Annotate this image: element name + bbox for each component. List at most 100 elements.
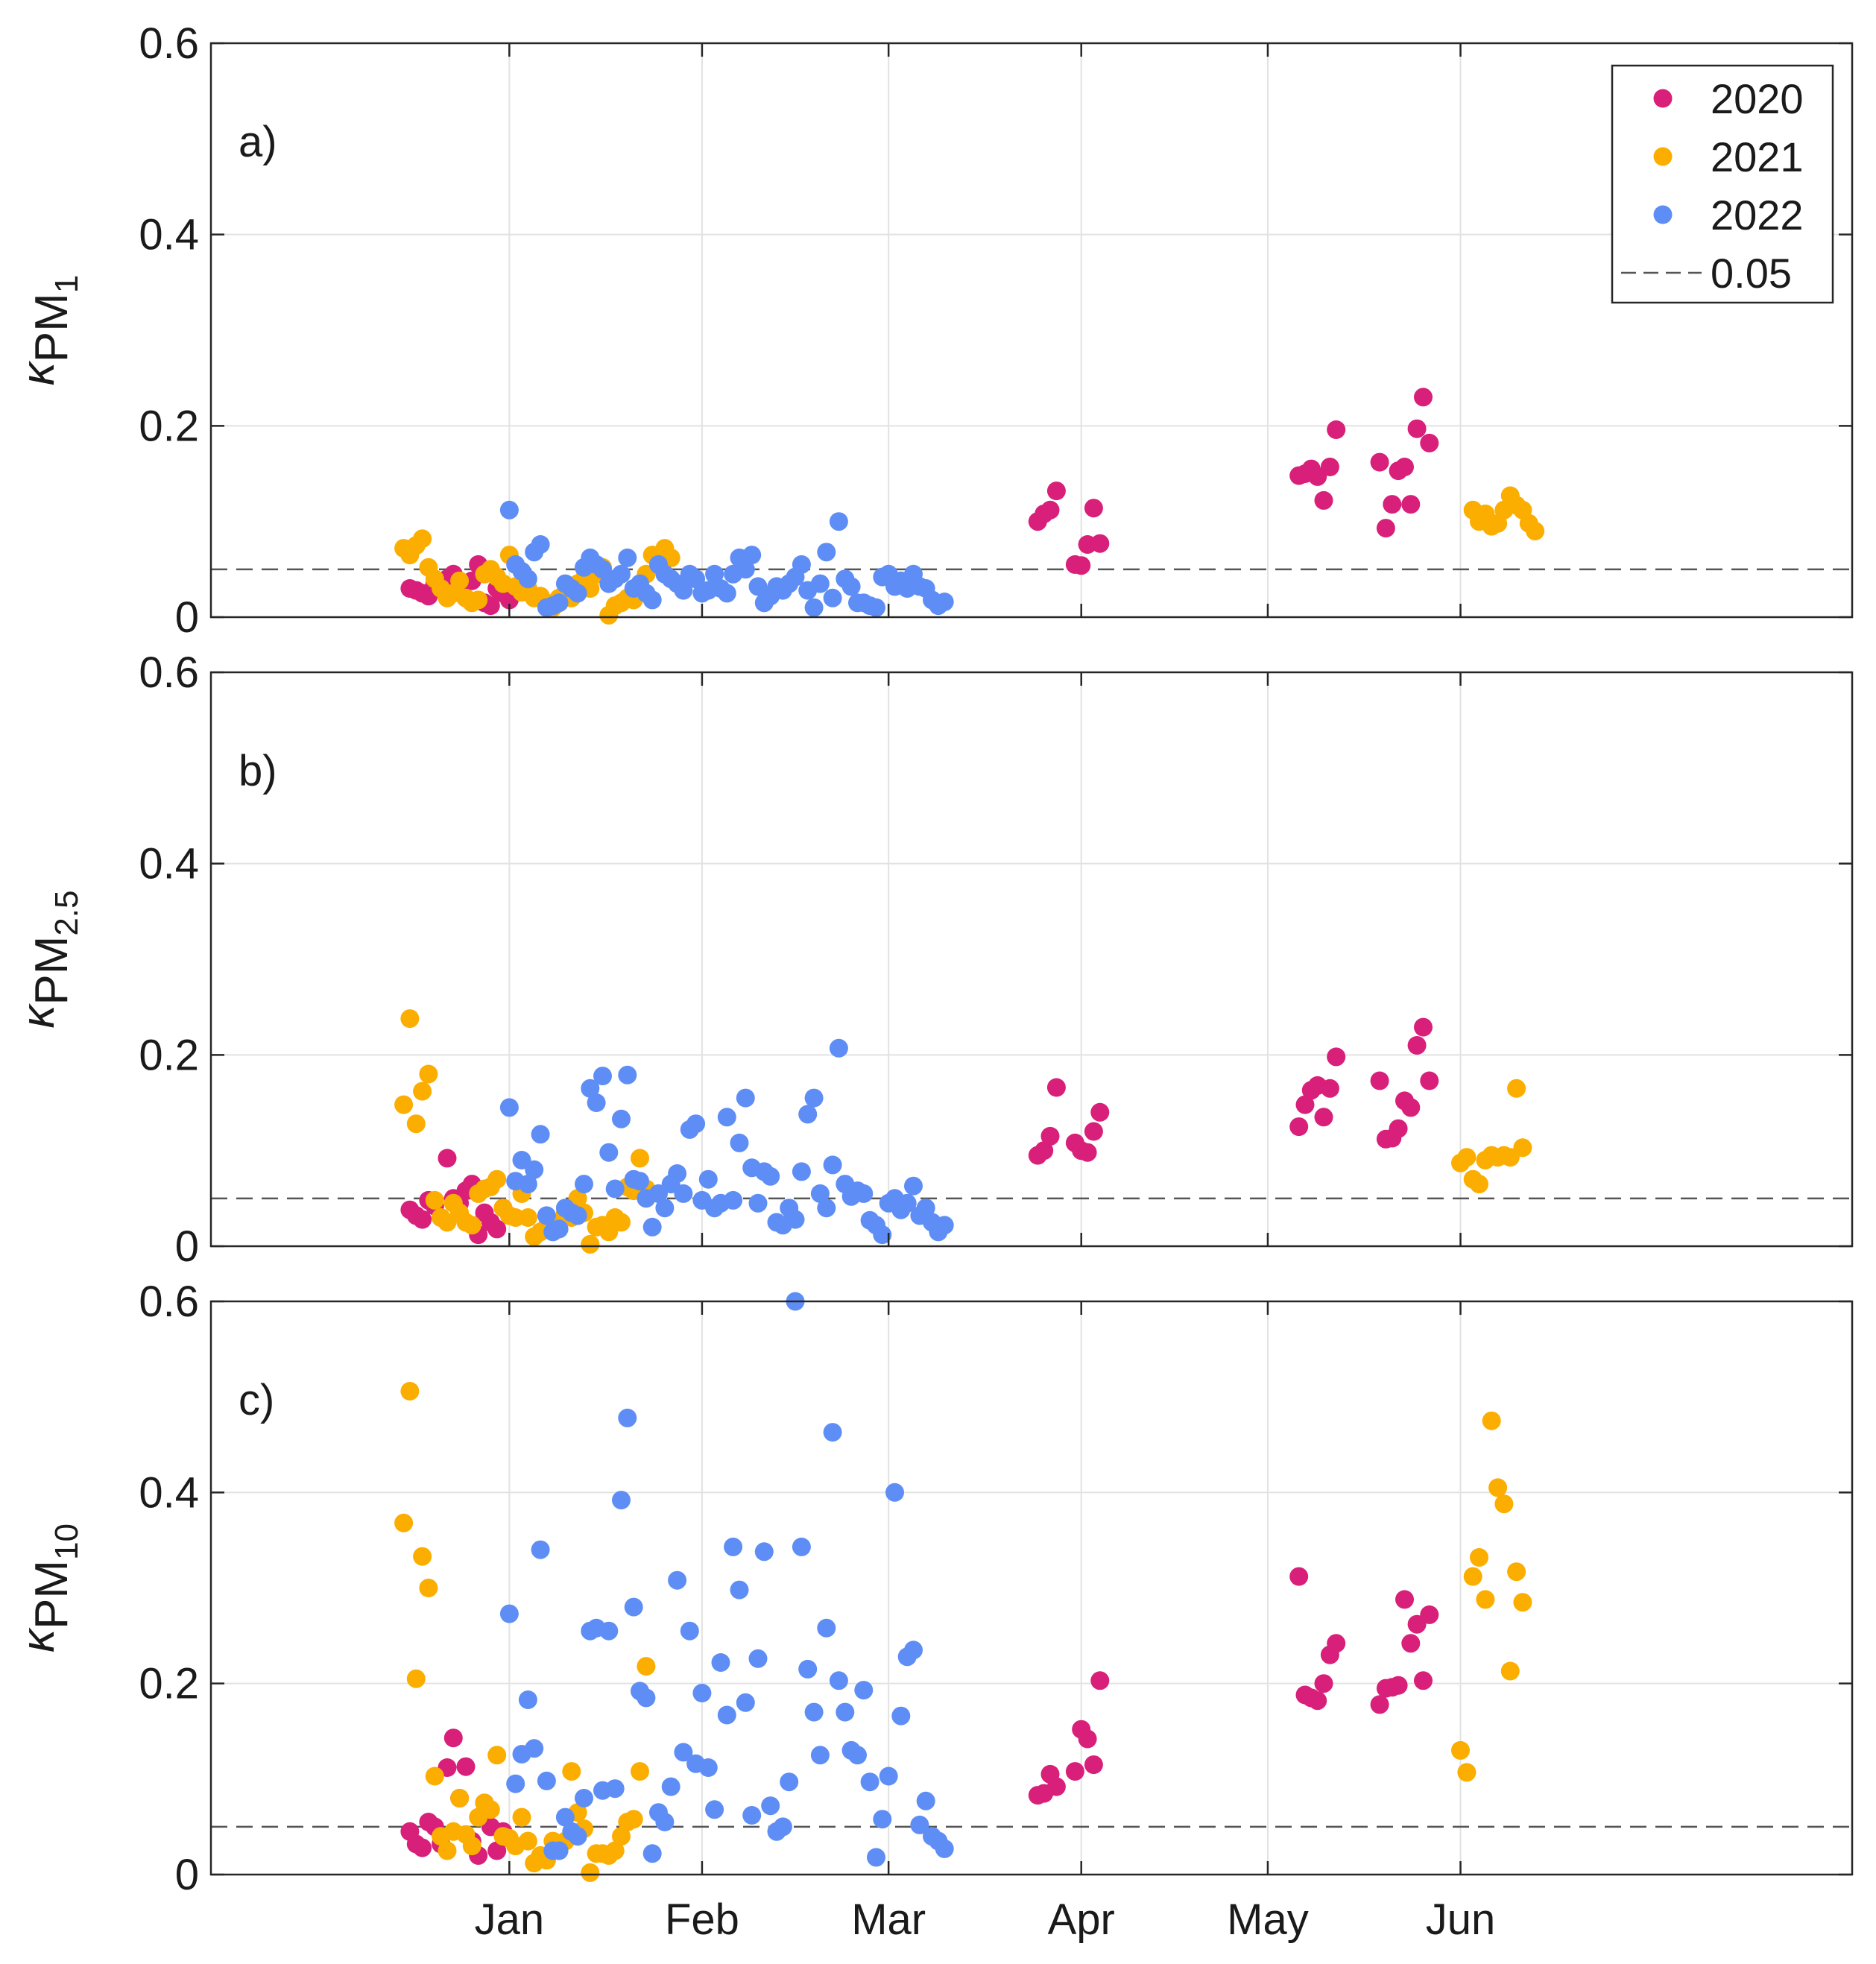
point-2022	[668, 1164, 687, 1183]
point-2021	[406, 1669, 426, 1688]
point-2020	[1078, 1729, 1097, 1749]
point-2022	[549, 1219, 569, 1239]
point-2022	[537, 1206, 556, 1225]
point-2022	[525, 1160, 544, 1179]
point-2020	[1401, 495, 1421, 514]
point-2022	[935, 1839, 954, 1858]
point-2020	[1370, 1071, 1389, 1090]
point-2021	[1488, 1478, 1508, 1497]
point-2022	[724, 1537, 743, 1556]
point-2022	[798, 1659, 818, 1679]
point-2020	[1414, 388, 1433, 407]
point-2021	[612, 1827, 631, 1846]
point-2021	[462, 1837, 481, 1856]
point-2022	[854, 1184, 874, 1203]
point-2022	[581, 1079, 600, 1098]
point-2020	[1046, 1078, 1066, 1097]
point-2022	[674, 581, 693, 600]
point-2022	[717, 584, 736, 603]
point-2022	[531, 535, 550, 554]
point-2022	[518, 569, 537, 589]
point-2021	[612, 1213, 631, 1232]
point-2022	[829, 1671, 848, 1690]
point-2021	[450, 571, 470, 590]
point-2022	[575, 1789, 593, 1807]
y-tick-label: 0.6	[139, 1278, 199, 1326]
point-2022	[724, 1190, 743, 1210]
point-2020	[1383, 495, 1402, 514]
point-2021	[487, 1169, 507, 1189]
point-2021	[425, 1190, 444, 1210]
point-2020	[487, 1219, 507, 1239]
point-2022	[698, 1758, 718, 1777]
point-2022	[730, 1580, 749, 1600]
point-2022	[549, 1841, 569, 1860]
point-2022	[910, 1815, 929, 1834]
point-2022	[904, 1176, 923, 1196]
point-2022	[618, 548, 637, 567]
x-tick-label: Mar	[851, 1895, 926, 1944]
y-tick-label: 0	[175, 1222, 199, 1271]
point-2020	[413, 1838, 432, 1857]
point-2020	[443, 1728, 463, 1748]
point-2022	[674, 1184, 693, 1203]
point-2022	[612, 564, 631, 584]
point-2020	[1420, 1071, 1439, 1090]
point-2022	[798, 1105, 818, 1124]
point-2022	[642, 1844, 662, 1863]
y-axis-label: κPM10	[13, 1523, 85, 1652]
point-2020	[1389, 1676, 1408, 1695]
legend-label-2021: 2021	[1711, 133, 1804, 180]
point-2022	[754, 1542, 774, 1562]
point-2022	[935, 593, 954, 611]
point-2020	[1395, 458, 1414, 476]
y-tick-label: 0.4	[139, 211, 199, 259]
point-2022	[642, 590, 662, 610]
point-2021	[581, 1863, 600, 1882]
point-2020	[1084, 1122, 1103, 1141]
point-2022	[717, 1705, 736, 1725]
point-2021	[469, 590, 488, 610]
point-2022	[823, 588, 842, 607]
y-tick-label: 0.4	[139, 840, 199, 888]
y-axis-label-size: 1	[48, 275, 85, 293]
point-2020	[487, 1841, 507, 1860]
legend-marker-2022	[1653, 205, 1673, 224]
point-2021	[518, 1208, 537, 1227]
point-2022	[686, 569, 706, 589]
point-2022	[904, 1641, 923, 1660]
point-2022	[773, 1817, 792, 1837]
point-2022	[568, 584, 587, 603]
point-2022	[599, 1143, 619, 1162]
point-2020	[1420, 1605, 1439, 1624]
point-2022	[786, 1210, 805, 1229]
point-2022	[916, 1791, 935, 1810]
point-2022	[873, 1225, 892, 1245]
point-2021	[400, 1009, 420, 1029]
point-2022	[736, 560, 755, 579]
point-2020	[438, 1149, 457, 1168]
point-2020	[1040, 500, 1060, 520]
point-2022	[891, 1706, 911, 1725]
point-2020	[1420, 433, 1439, 452]
panel-a: 0 0.2 0.4 0.6 a) κPM1 2020 2021 2022 0.05	[13, 19, 1854, 642]
point-2022	[686, 1114, 706, 1134]
y-axis-label-kappa: κ	[13, 1003, 64, 1029]
point-2022	[748, 1649, 768, 1668]
point-2021	[1526, 522, 1545, 540]
point-2022	[823, 1155, 842, 1175]
legend-box	[1611, 64, 1834, 304]
point-2020	[1084, 1755, 1103, 1775]
point-2020	[1072, 556, 1091, 575]
point-2021	[1457, 1148, 1477, 1167]
point-2021	[1500, 1661, 1520, 1681]
point-2022	[593, 1067, 612, 1086]
point-2022	[555, 1807, 575, 1827]
point-2020	[1314, 1674, 1333, 1693]
y-axis-label: κPM1	[13, 275, 85, 385]
point-2022	[867, 1848, 885, 1867]
point-2022	[525, 1739, 544, 1758]
plot-area	[211, 43, 1852, 617]
y-tick-label: 0.2	[139, 1031, 199, 1079]
